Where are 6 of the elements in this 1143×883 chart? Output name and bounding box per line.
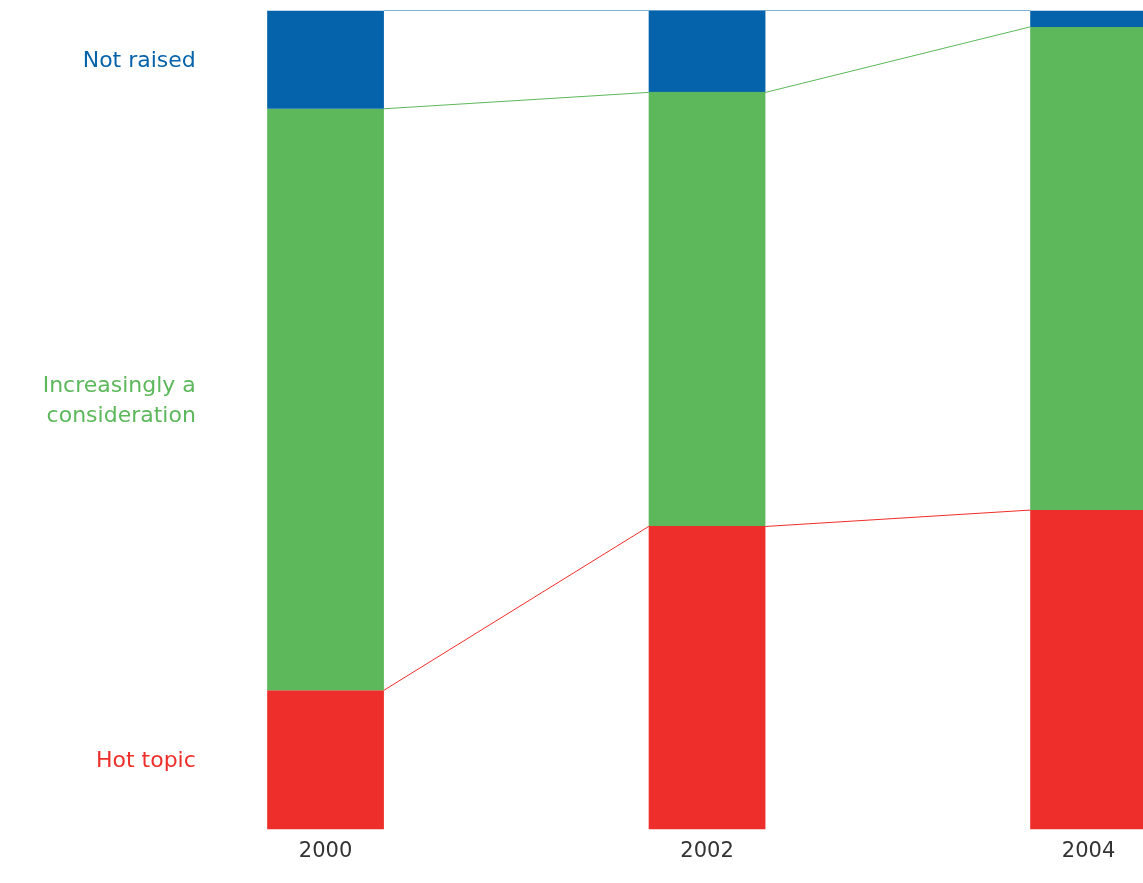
x-tick-label: 2000	[298, 837, 353, 862]
text: Not raised	[82, 47, 196, 73]
x-tick-label: 2004	[1061, 837, 1116, 862]
x-tick-label: 2002	[680, 837, 734, 862]
text: Increasingly a consideration	[42, 372, 196, 428]
text: Hot topic	[95, 747, 196, 773]
